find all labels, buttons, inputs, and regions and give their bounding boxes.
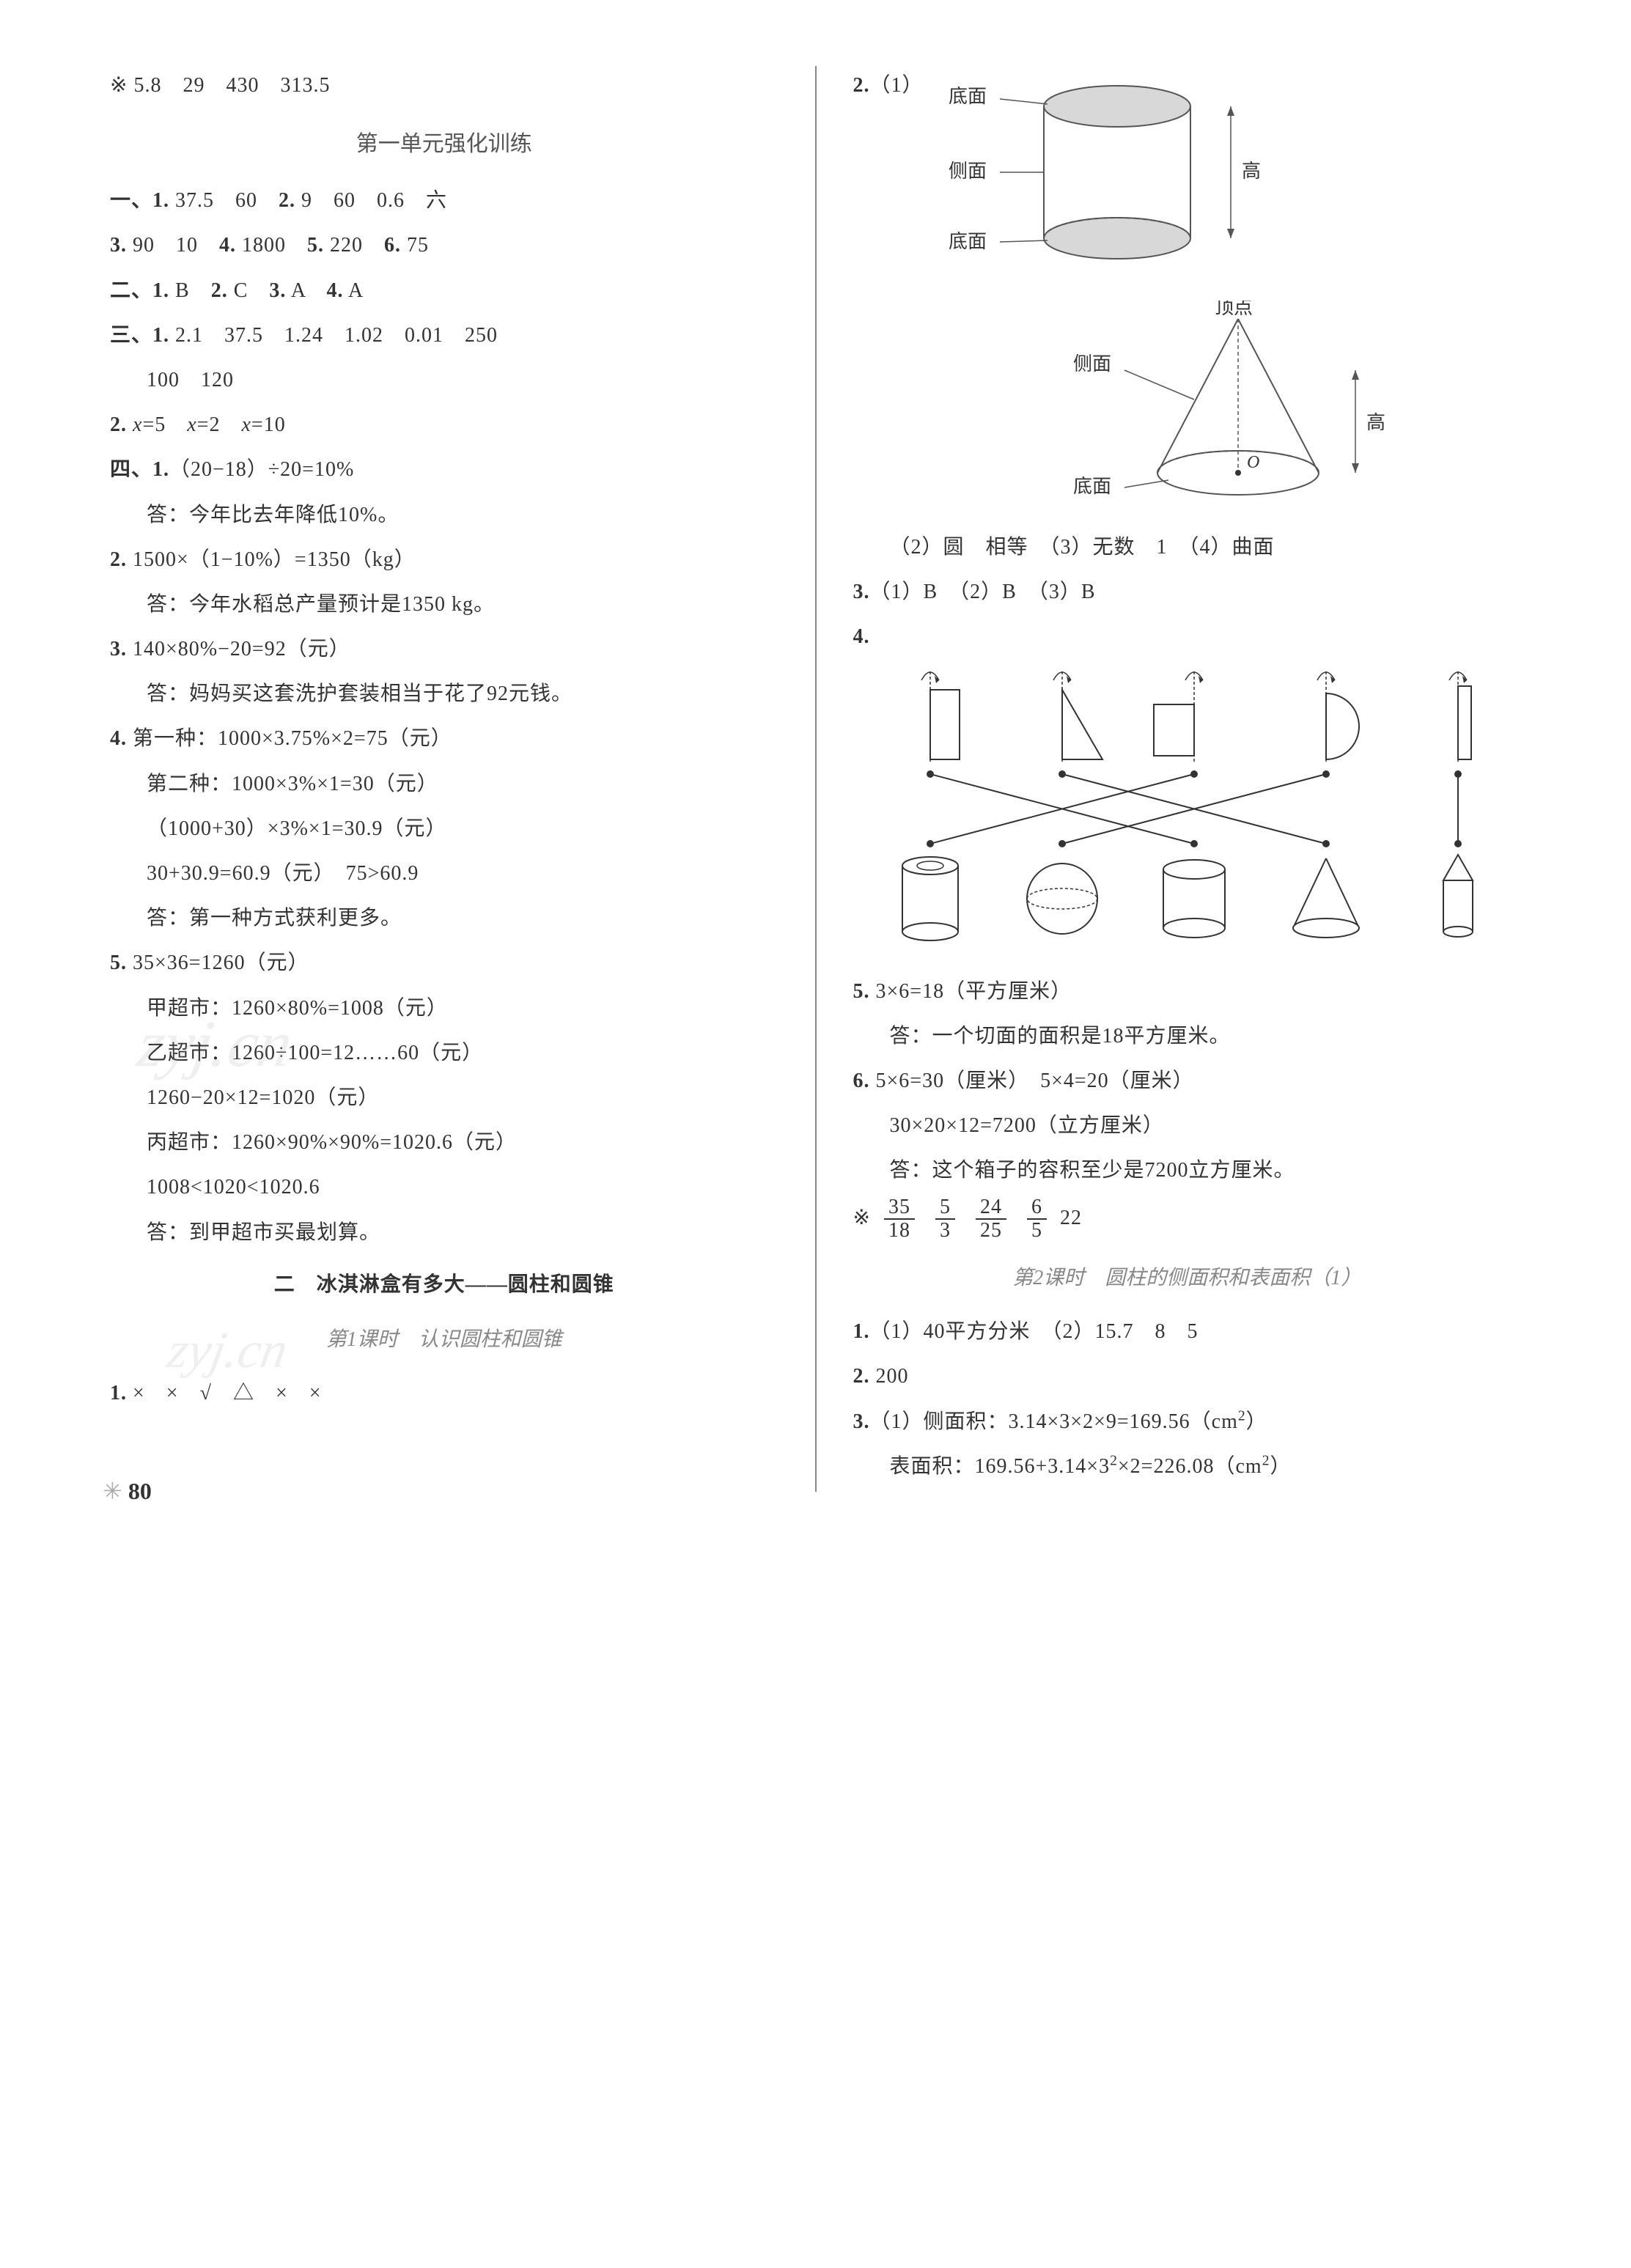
q1-line: 1. × × √ △ × × <box>110 1374 778 1413</box>
svg-text:底面: 底面 <box>949 231 987 252</box>
s4-line4: 4. 第一种：1000×3.75%×2=75（元） <box>110 719 778 758</box>
r3-line: 3.（1）侧面积：3.14×3×2×9=169.56（cm2） <box>853 1402 1522 1441</box>
s4-line4b: （1000+30）×3%×1=30.9（元） <box>110 809 778 848</box>
unit1-title: 第一单元强化训练 <box>110 123 778 165</box>
s1-line2: 3. 90 10 4. 1800 5. 220 6. 75 <box>110 226 778 265</box>
q2-line2: （2）圆 相等 （3）无数 1 （4）曲面 <box>853 528 1522 567</box>
s4-line2a: 答：今年水稻总产量预计是1350 kg。 <box>110 585 778 624</box>
s3-line1: 三、1. 2.1 37.5 1.24 1.02 0.01 250 <box>110 316 778 355</box>
r3-line-a: 表面积：169.56+3.14×32×2=226.08（cm2） <box>853 1447 1522 1486</box>
right-column: 2.（1） 底面 侧面 底面 高 <box>817 66 1544 1492</box>
page-number: 80 <box>103 1469 152 1514</box>
svg-text:高: 高 <box>1242 161 1261 182</box>
s4-line5f: 答：到甲超市买最划算。 <box>110 1213 778 1252</box>
s4-line5a: 甲超市：1260×80%=1008（元） <box>110 989 778 1028</box>
q3-line: 3.（1）B （2）B （3）B <box>853 572 1522 611</box>
s2-line1: 二、1. B 2. C 3. A 4. A <box>110 271 778 310</box>
r2-line: 2. 200 <box>853 1357 1522 1396</box>
r1-line: 1.（1）40平方分米 （2）15.7 8 5 <box>853 1312 1522 1351</box>
svg-text:侧面: 侧面 <box>1073 353 1111 375</box>
cylinder-diagram: 底面 侧面 底面 高 <box>941 73 1278 279</box>
lesson2-title: 第2课时 圆柱的侧面积和表面积（1） <box>853 1259 1522 1297</box>
s4-line4d: 答：第一种方式获利更多。 <box>110 899 778 938</box>
svg-text:底面: 底面 <box>1073 476 1111 497</box>
q5-line-a: 答：一个切面的面积是18平方厘米。 <box>853 1017 1522 1056</box>
q6-line-a: 30×20×12=7200（立方厘米） <box>853 1106 1522 1145</box>
q6-line: 6. 5×6=30（厘米） 5×4=20（厘米） <box>853 1061 1522 1100</box>
star-line: ※ 5.8 29 430 313.5 <box>110 66 778 105</box>
q2-cylinder-row: 2.（1） 底面 侧面 底面 高 <box>853 66 1522 293</box>
svg-text:侧面: 侧面 <box>949 161 987 182</box>
q2-prefix: 2.（1） <box>853 66 941 105</box>
cone-diagram: O 顶点 侧面 底面 高 <box>941 301 1522 513</box>
s4-line4c: 30+30.9=60.9（元） 75>60.9 <box>110 854 778 893</box>
svg-text:高: 高 <box>1366 412 1385 433</box>
svg-text:底面: 底面 <box>949 86 987 107</box>
star-frac-line: ※ 3518 53 2425 65 22 <box>853 1196 1522 1243</box>
svg-text:顶点: 顶点 <box>1215 301 1253 318</box>
s4-line1a: 答：今年比去年降低10%。 <box>110 496 778 534</box>
matching-diagram <box>853 664 1522 957</box>
s4-line5: 5. 35×36=1260（元） <box>110 943 778 982</box>
q5-line: 5. 3×6=18（平方厘米） <box>853 972 1522 1011</box>
s4-line1: 四、1.（20−18）÷20=10% <box>110 450 778 489</box>
s4-line4a: 第二种：1000×3%×1=30（元） <box>110 765 778 803</box>
left-column: ※ 5.8 29 430 313.5 第一单元强化训练 一、1. 37.5 60… <box>88 66 817 1492</box>
s4-line3a: 答：妈妈买这套洗护套装相当于花了92元钱。 <box>110 674 778 713</box>
lesson1-title: 第1课时 认识圆柱和圆锥 <box>110 1320 778 1359</box>
s4-line5c: 1260−20×12=1020（元） <box>110 1078 778 1117</box>
s4-line5d: 丙超市：1260×90%×90%=1020.6（元） <box>110 1123 778 1162</box>
s1-line1: 一、1. 37.5 60 2. 9 60 0.6 六 <box>110 181 778 220</box>
q4-prefix: 4. <box>853 617 1522 656</box>
s4-line2: 2. 1500×（1−10%）=1350（kg） <box>110 540 778 579</box>
svg-text:O: O <box>1247 453 1259 472</box>
s3-line1b: 100 120 <box>110 361 778 400</box>
page-container: ※ 5.8 29 430 313.5 第一单元强化训练 一、1. 37.5 60… <box>88 66 1543 1492</box>
s3-line2: 2. x=5 x=2 x=10 <box>110 405 778 444</box>
s4-line5e: 1008<1020<1020.6 <box>110 1168 778 1207</box>
unit2-title: 二 冰淇淋盒有多大——圆柱和圆锥 <box>110 1265 778 1304</box>
s4-line5b: 乙超市：1260÷100=12……60（元） <box>110 1034 778 1072</box>
q6-line-b: 答：这个箱子的容积至少是7200立方厘米。 <box>853 1151 1522 1190</box>
s4-line3: 3. 140×80%−20=92（元） <box>110 630 778 669</box>
